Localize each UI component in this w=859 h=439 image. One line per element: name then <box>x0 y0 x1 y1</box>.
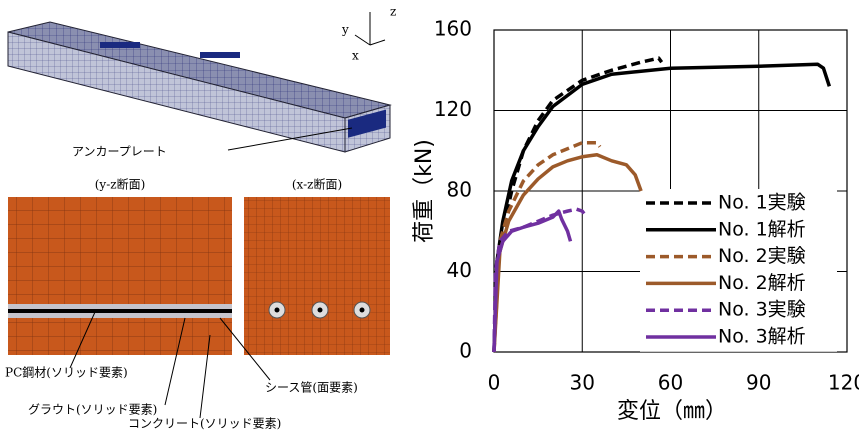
y-tick-label: 160 <box>434 17 472 41</box>
axis-y: y <box>341 23 349 37</box>
legend-label: No. 2実験 <box>718 245 806 267</box>
y-tick-label: 0 <box>459 339 472 363</box>
y-tick-label: 40 <box>447 258 472 282</box>
x-tick-label: 60 <box>658 371 683 395</box>
legend-label: No. 1解析 <box>718 218 806 240</box>
section-title: (x-z断面) <box>292 177 342 192</box>
callout: グラウト(ソリッド要素) <box>28 403 157 417</box>
x-tick-label: 30 <box>570 371 595 395</box>
chart: 0 40 80 120 160 0 30 60 90 120 No. 1実験 No. 1解析 No. 2… <box>434 17 859 395</box>
figure: アンカープレート z y x (y-z断面) (x-z断面) PC鋼材(ソリッド… <box>0 0 859 435</box>
axis-z: z <box>390 5 396 19</box>
legend-label: No. 3実験 <box>718 299 806 321</box>
x-axis-label: 変位（㎜） <box>617 399 727 424</box>
section-title: (y-z断面) <box>95 177 146 192</box>
x-tick-label: 90 <box>746 371 771 395</box>
series-line <box>494 155 641 352</box>
beam-model <box>8 12 390 152</box>
callout: コンクリート(ソリッド要素) <box>128 417 281 431</box>
callout: PC鋼材(ソリッド要素) <box>5 366 128 380</box>
x-tick-label: 120 <box>828 371 859 395</box>
x-tick-label: 0 <box>488 371 501 395</box>
callout: シース管(面要素) <box>265 380 358 395</box>
anchor-label: アンカープレート <box>72 145 167 159</box>
y-axis-label: 荷重（kN) <box>412 139 437 243</box>
legend-label: No. 1実験 <box>718 192 806 214</box>
y-tick-label: 120 <box>434 97 472 121</box>
legend-label: No. 3解析 <box>718 326 806 348</box>
series-line <box>494 143 600 352</box>
y-tick-label: 80 <box>447 178 472 202</box>
axis-x: x <box>352 49 359 63</box>
legend-label: No. 2解析 <box>718 272 806 294</box>
